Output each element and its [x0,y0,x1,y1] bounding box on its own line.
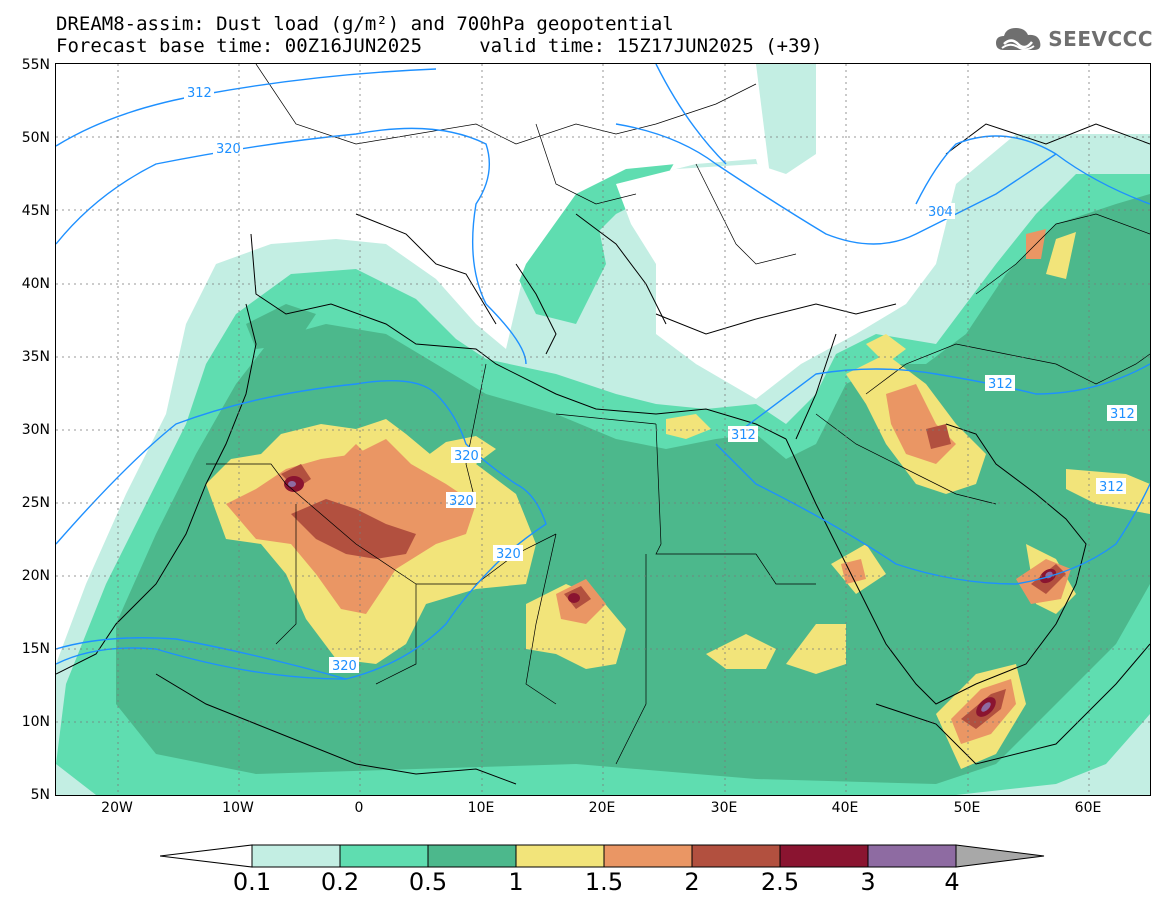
lat-label: 15N [21,641,50,657]
colorbar-swatch [691,844,781,868]
lat-label: 25N [21,495,50,511]
cloud-icon [996,28,1041,51]
dust-load-map: 312 320 304 312 312 312 312 320 320 320 … [55,63,1151,796]
contour-label-312-d: 312 [731,428,756,443]
contour-label-312-c: 312 [1110,407,1135,422]
lat-label: 10N [21,714,50,730]
lat-label: 30N [21,422,50,438]
contour-label-304: 304 [928,205,953,220]
lon-label: 0 [354,800,364,816]
colorbar-label: 1.5 [584,868,624,896]
graticule [56,64,1150,795]
lon-label: 30E [710,800,738,816]
colorbar-label: 1 [508,868,524,896]
contour-label-312-b: 312 [988,377,1013,392]
lat-label: 50N [21,130,50,146]
lon-label: 20E [588,800,616,816]
contour-label-320-b: 320 [454,449,479,464]
colorbar-swatch [779,844,869,868]
dust-free-europe [216,64,896,384]
dust-level-peaks [284,476,1057,717]
lat-label: 5N [30,787,50,803]
colorbar-label: 3 [860,868,876,896]
colorbar-swatch [867,844,957,868]
contour-label-320-d: 320 [496,547,521,562]
colorbar-swatch [251,844,341,868]
colorbar-swatch [515,844,605,868]
lon-label: 10W [222,800,254,816]
lat-label: 45N [21,203,50,219]
lon-label: 20W [101,800,133,816]
logo-text: SEEVCCC [1048,27,1153,51]
colorbar-over-arrow [955,844,1045,868]
colorbar [160,844,1045,868]
contour-label-312-a: 312 [187,86,212,101]
lat-label: 35N [21,349,50,365]
colorbar-swatch [603,844,693,868]
seevccc-logo: SEEVCCC [994,24,1153,54]
coastlines [56,123,1150,785]
colorbar-label: 0.1 [232,868,272,896]
country-borders [206,64,1150,765]
lon-label: 50E [953,800,981,816]
colorbar-label: 0.2 [320,868,360,896]
colorbar-label: 4 [944,868,960,896]
colorbar-label: 2.5 [760,868,800,896]
lon-label: 60E [1074,800,1102,816]
lat-label: 55N [21,57,50,73]
colorbar-swatch [427,844,517,868]
contour-label-312-e: 312 [1099,480,1124,495]
contour-label-320-a: 320 [216,142,241,157]
lon-label: 10E [467,800,495,816]
map-title-line2: Forecast base time: 00Z16JUN2025 valid t… [56,35,823,57]
colorbar-swatch [339,844,429,868]
colorbar-under-arrow [160,844,253,868]
colorbar-label: 0.5 [408,868,448,896]
lat-label: 20N [21,568,50,584]
colorbar-label: 2 [684,868,700,896]
contour-label-320-e: 320 [332,659,357,674]
geopotential-contours [56,64,1150,680]
lat-label: 40N [21,276,50,292]
contour-label-group: 312 320 304 312 312 312 312 320 320 320 … [184,84,1137,674]
map-title-line1: DREAM8-assim: Dust load (g/m²) and 700hP… [56,13,674,35]
lon-label: 40E [831,800,859,816]
contour-label-320-c: 320 [449,494,474,509]
